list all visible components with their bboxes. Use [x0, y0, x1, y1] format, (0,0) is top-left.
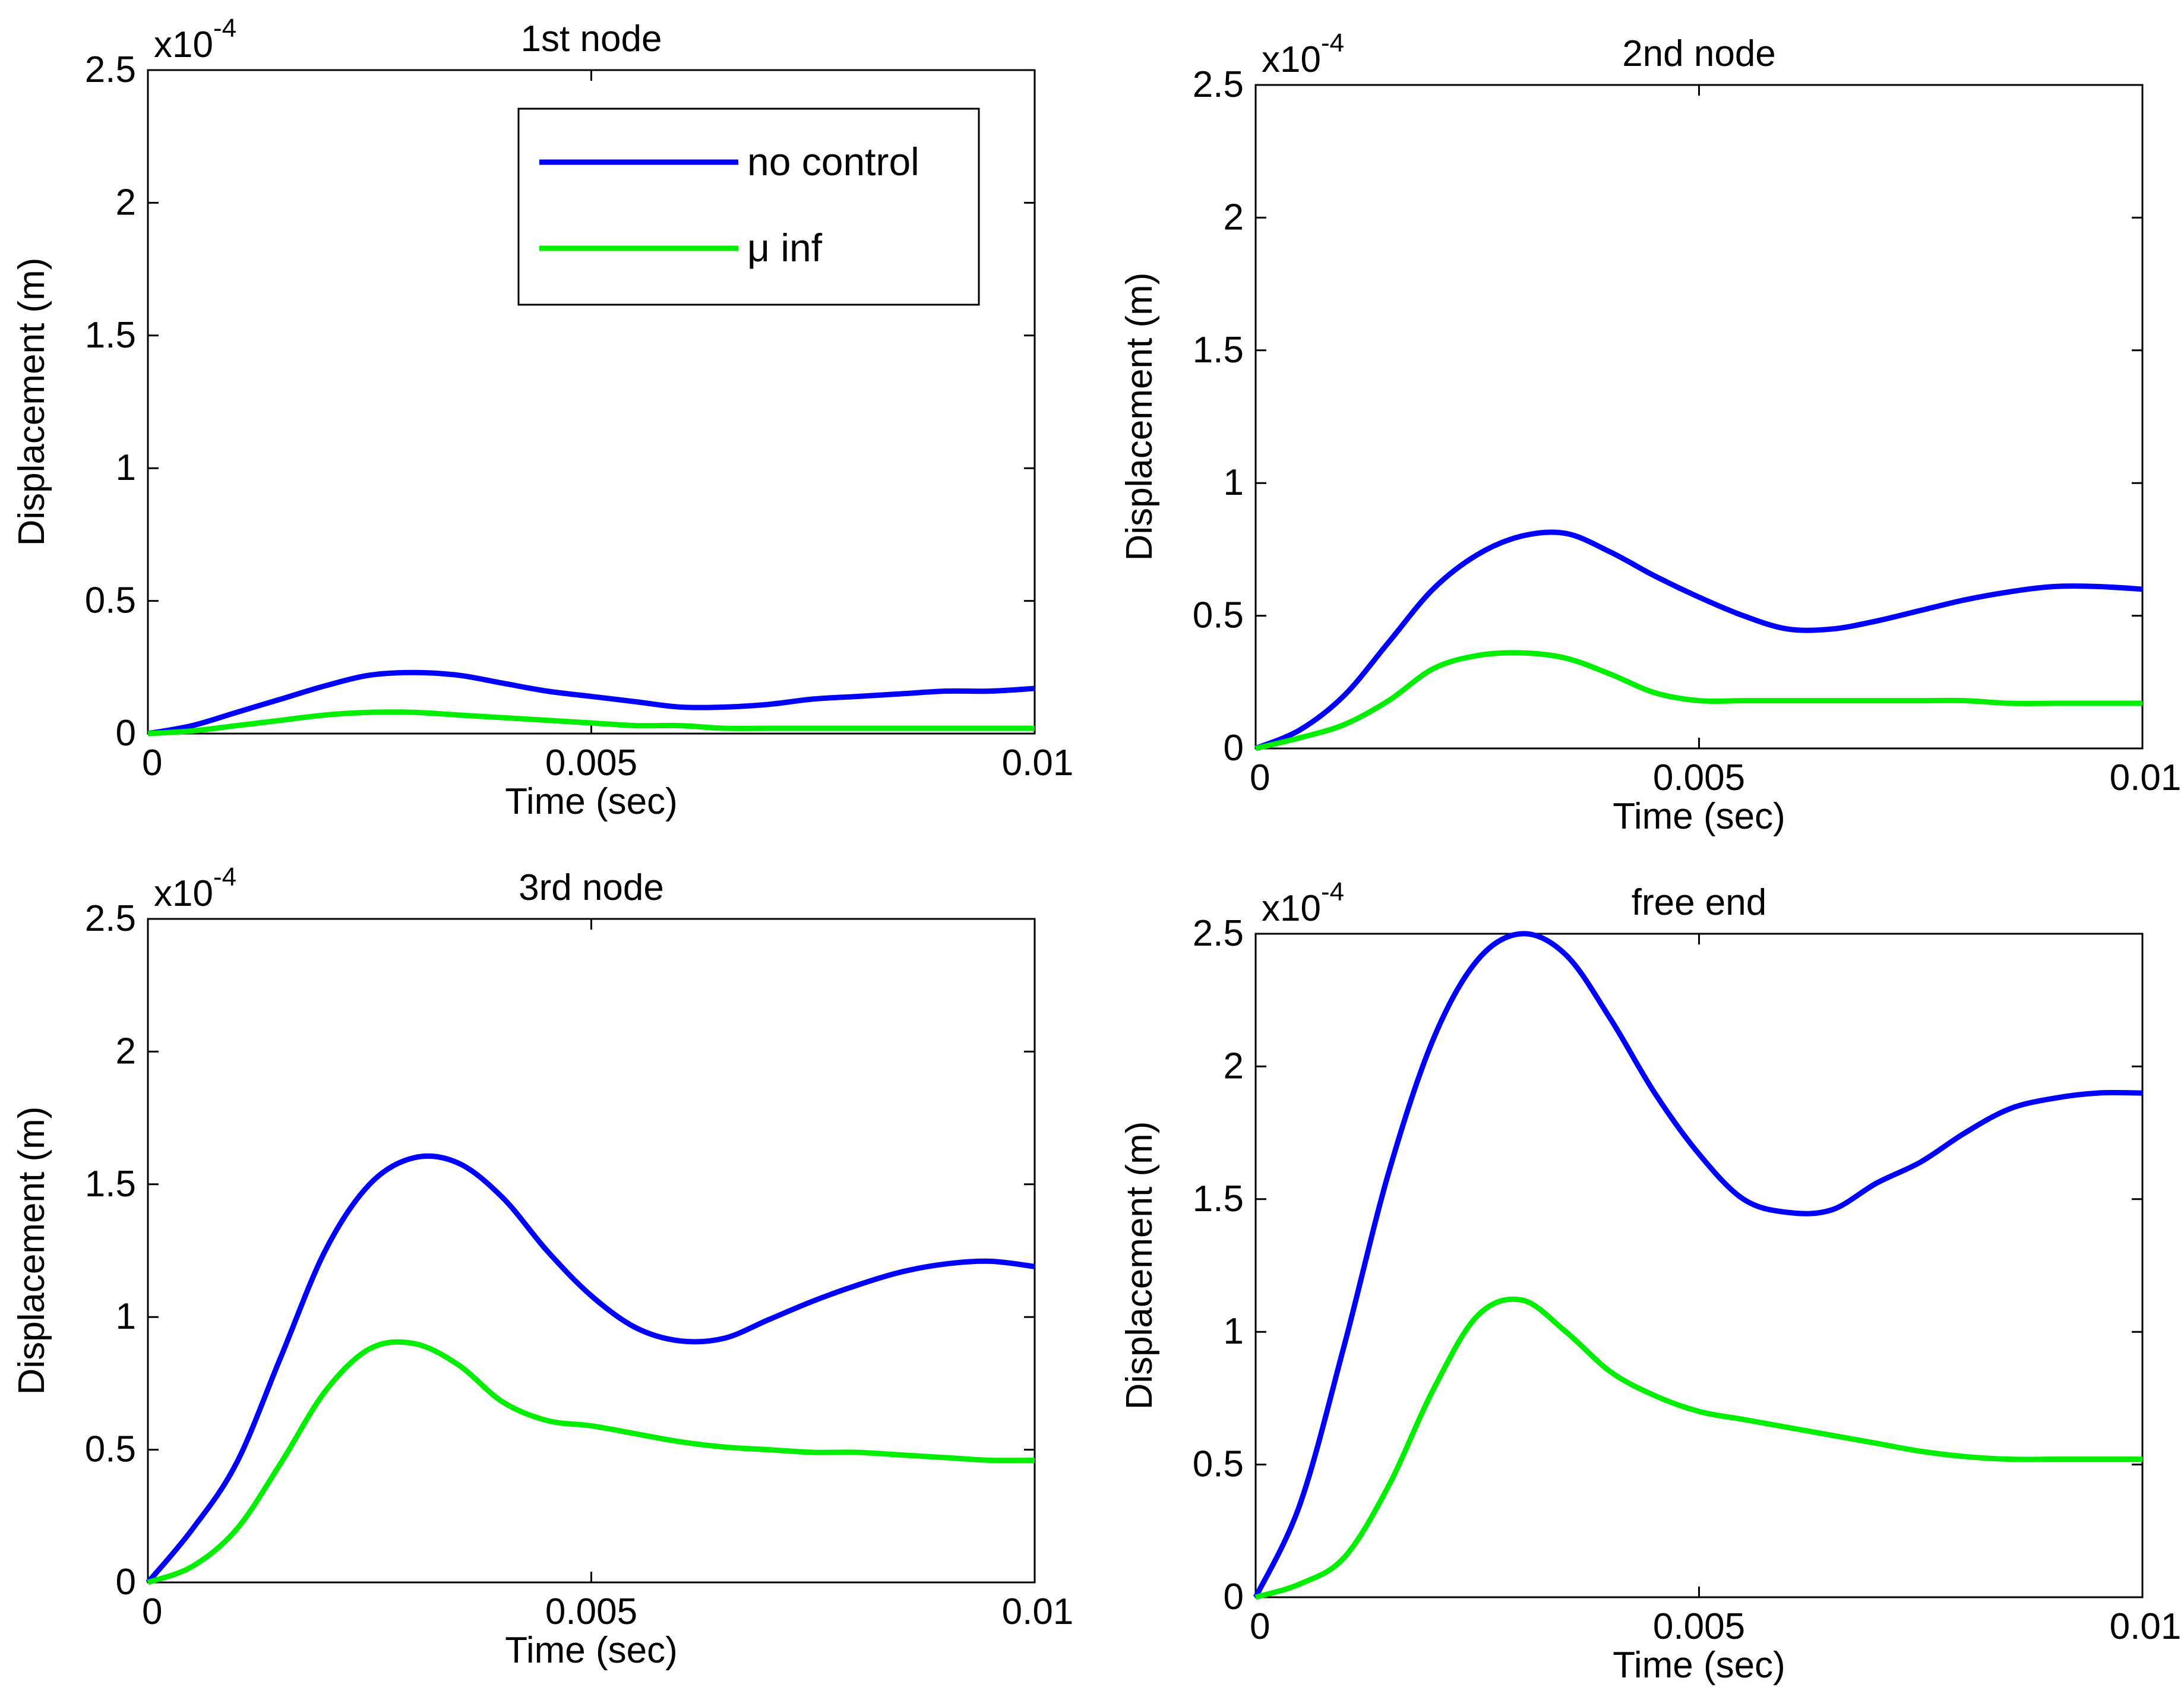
- y-tick-label: 0: [1224, 728, 1244, 769]
- series-line-no-control: [1254, 529, 2143, 751]
- plot-area: [147, 918, 1036, 1584]
- y-tick-label: 2.5: [1193, 64, 1244, 105]
- series-line-no-control: [1253, 931, 2143, 1598]
- y-multiplier-exponent: -4: [1321, 877, 1344, 906]
- y-multiplier-base: x10: [154, 24, 213, 65]
- y-tick-label: 0: [116, 1562, 136, 1603]
- x-tick-label: 0.005: [545, 742, 637, 783]
- y-tick-label: 1.5: [85, 1164, 136, 1205]
- y-tick-label: 1: [1224, 462, 1244, 503]
- x-axis-label: Time (sec): [1613, 1645, 1785, 1686]
- y-tick-label: 1.5: [1193, 330, 1244, 371]
- x-tick-label: 0: [1250, 1606, 1270, 1647]
- plot-area: [1254, 84, 2144, 750]
- y-multiplier-base: x10: [1262, 888, 1321, 929]
- x-axis-label: Time (sec): [1613, 796, 1785, 837]
- y-tick-label: 0.5: [85, 580, 136, 621]
- y-multiplier: x10-4: [1262, 29, 1344, 80]
- series-line-no-control: [146, 1153, 1035, 1584]
- y-tick-label: 1: [1224, 1311, 1244, 1352]
- y-multiplier: x10-4: [1262, 877, 1344, 929]
- x-tick-label: 0: [1250, 757, 1270, 798]
- y-multiplier-exponent: -4: [1321, 29, 1344, 58]
- series-line-mu-inf: [147, 1339, 1035, 1585]
- x-axis-label: Time (sec): [505, 1630, 677, 1671]
- x-tick-label: 0: [142, 1591, 162, 1632]
- x-tick-label: 0: [142, 742, 162, 783]
- series-line-no-control: [147, 669, 1035, 737]
- y-axis-label: Displacement (m): [1119, 273, 1160, 561]
- plot-area: [1254, 933, 2144, 1598]
- chart-panel-4: 0 0.5 1 1.5 2 2.5 0 0.005 0.01 x10-4 free end Time …: [1119, 877, 2181, 1686]
- y-multiplier: x10-4: [154, 862, 236, 914]
- chart-panel-2: 0 0.5 1 1.5 2 2.5 0 0.005 0.01 x10-4 2nd node Time …: [1119, 29, 2181, 837]
- y-tick-label: 0: [1224, 1576, 1244, 1617]
- y-tick-label: 2: [1224, 197, 1244, 238]
- y-tick-label: 1.5: [85, 315, 136, 356]
- y-tick-label: 1: [116, 447, 136, 488]
- legend-label: μ inf: [747, 226, 823, 270]
- legend-box: [517, 108, 980, 306]
- x-axis-label: Time (sec): [505, 781, 677, 822]
- y-tick-label: 1: [116, 1296, 136, 1337]
- y-tick-label: 0.5: [1193, 1444, 1244, 1485]
- chart-panel-3: 0 0.5 1 1.5 2 2.5 0 0.005 0.01 x10-4 3rd node Time …: [11, 862, 1073, 1671]
- x-tick-label: 0.01: [1002, 742, 1074, 783]
- y-tick-label: 2.5: [85, 49, 136, 90]
- y-tick-label: 0.5: [1193, 595, 1244, 636]
- y-tick-label: 2: [116, 182, 136, 223]
- y-multiplier-exponent: -4: [213, 862, 236, 892]
- y-tick-label: 0.5: [85, 1429, 136, 1470]
- y-multiplier-base: x10: [1262, 39, 1321, 80]
- series-line-mu-inf: [1254, 1296, 2142, 1600]
- chart-title: 1st node: [521, 18, 662, 59]
- y-tick-label: 1.5: [1193, 1178, 1244, 1219]
- x-tick-label: 0.01: [1002, 1591, 1074, 1632]
- y-tick-label: 2.5: [85, 898, 136, 939]
- x-tick-label: 0.01: [2110, 1606, 2182, 1647]
- x-tick-label: 0.005: [545, 1591, 637, 1632]
- y-multiplier: x10-4: [154, 14, 236, 65]
- legend: no control μ inf: [517, 108, 980, 306]
- chart-title: 3rd node: [519, 867, 664, 908]
- y-tick-label: 0: [116, 713, 136, 754]
- chart-title: 2nd node: [1622, 33, 1776, 74]
- y-axis-label: Displacement (m): [11, 1107, 52, 1395]
- x-tick-label: 0.005: [1653, 1606, 1745, 1647]
- legend-label: no control: [747, 140, 919, 184]
- y-multiplier-exponent: -4: [213, 14, 236, 43]
- series-line-mu-inf: [147, 709, 1035, 737]
- y-axis-label: Displacement (m): [11, 258, 52, 546]
- y-tick-label: 2.5: [1193, 913, 1244, 954]
- y-axis-label: Displacement (m): [1119, 1121, 1160, 1410]
- chart-title: free end: [1632, 882, 1767, 923]
- series-line-mu-inf: [1254, 650, 2142, 751]
- y-tick-label: 2: [1224, 1045, 1244, 1086]
- x-tick-label: 0.005: [1653, 757, 1745, 798]
- x-tick-label: 0.01: [2110, 757, 2182, 798]
- chart-panel-1: 0 0.5 1 1.5 2 2.5 0 0.005 0.01 x10-4 1st node Time …: [11, 14, 1073, 822]
- y-multiplier-base: x10: [154, 873, 213, 914]
- y-tick-label: 2: [116, 1031, 136, 1072]
